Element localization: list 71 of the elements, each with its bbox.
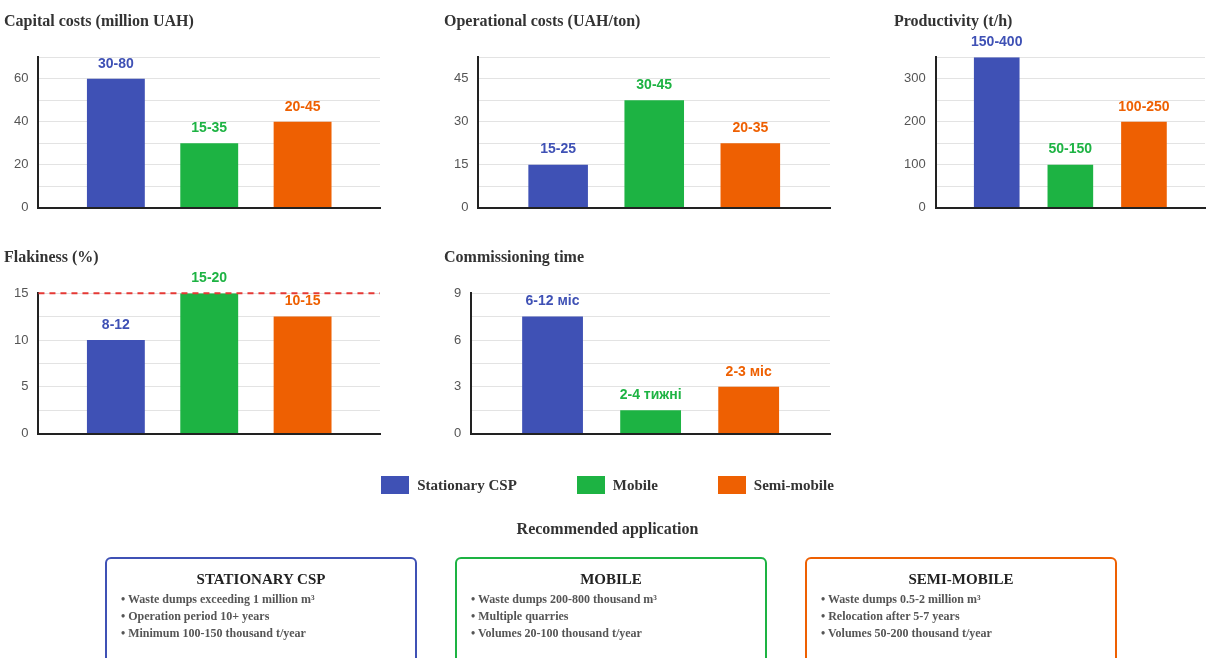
text: STATIONARY CSP [195, 571, 327, 588]
text: • Volumes 20-100 thousand t/year [471, 625, 643, 642]
text: • Minimum 100-150 thousand t/year [121, 625, 307, 642]
text: • Relocation after 5-7 years [821, 608, 961, 625]
text: • Waste dumps 200-800 thousand m³ [471, 591, 658, 608]
data-label: 6-12 міс [525, 292, 580, 309]
text: • Waste dumps 0.5-2 million m³ [821, 591, 982, 608]
text: • Waste dumps exceeding 1 million m³ [121, 591, 316, 608]
data-label: 100-250 [1118, 97, 1170, 114]
data-label: 15-35 [191, 119, 228, 135]
data-label: 20-45 [284, 97, 321, 114]
text: Recommended application [515, 520, 700, 538]
y-tick-label: 100 [903, 156, 926, 172]
y-tick-label: 6 [454, 331, 462, 347]
bar [620, 410, 682, 434]
y-tick-label: 15 [453, 156, 469, 172]
bar [1047, 164, 1094, 208]
y-tick-label: 15 [13, 284, 29, 300]
chart-title: Capital costs (million UAH) [4, 11, 194, 30]
y-tick-label: 200 [903, 113, 926, 129]
legend-label: Semi-mobile [753, 476, 834, 494]
y-tick-label: 20 [13, 156, 29, 172]
y-tick-label: 0 [454, 425, 462, 441]
y-tick-label: 3 [454, 378, 462, 394]
y-tick-label: 0 [21, 199, 29, 215]
chart-title: Commissioning time [444, 247, 584, 266]
bar [180, 143, 239, 208]
data-label: 15-20 [191, 269, 228, 286]
data-label: 150-400 [971, 33, 1023, 50]
text: • Multiple quarries [471, 608, 570, 625]
y-tick-label: 45 [453, 70, 469, 86]
data-label: 10-15 [284, 292, 321, 309]
data-label: 8-12 [101, 315, 131, 332]
data-label: 30-80 [97, 54, 134, 71]
y-tick-label: 60 [13, 70, 29, 86]
data-label: 50-150 [1048, 140, 1093, 157]
y-tick-label: 300 [903, 70, 926, 86]
data-label: 30-45 [636, 76, 673, 93]
bar [528, 164, 588, 208]
data-label: 15-25 [540, 140, 577, 157]
bar [522, 316, 583, 434]
data-label: 20-35 [732, 119, 769, 135]
bar [273, 316, 332, 434]
text: • Volumes 50-200 thousand t/year [821, 625, 993, 642]
y-tick-label: 5 [21, 378, 29, 394]
y-tick-label: 0 [21, 425, 29, 441]
bar [720, 143, 781, 208]
y-tick-label: 0 [461, 199, 469, 215]
chart-title: Operational costs (UAH/ton) [444, 11, 641, 30]
chart-title: Flakiness (%) [4, 247, 99, 266]
y-tick-label: 30 [453, 113, 469, 129]
text: MOBILE [579, 571, 643, 588]
bar [718, 386, 780, 434]
data-label: 2-3 міс [725, 362, 772, 379]
bar [86, 78, 145, 208]
y-tick-label: 40 [13, 113, 29, 129]
y-tick-label: 10 [13, 331, 29, 347]
bar [86, 340, 145, 434]
data-label: 2-4 тижні [619, 386, 682, 403]
legend-label: Mobile [612, 476, 658, 494]
bar [273, 121, 332, 208]
bar [1121, 121, 1167, 208]
chart-title: Productivity (t/h) [894, 11, 1013, 30]
bar [624, 100, 685, 208]
y-tick-label: 0 [918, 199, 926, 215]
text: SEMI-MOBILE [907, 571, 1015, 588]
text: • Operation period 10+ years [121, 608, 271, 625]
legend-label: Stationary CSP [417, 476, 517, 494]
y-tick-label: 9 [454, 284, 462, 300]
bar [180, 293, 239, 434]
bar [973, 57, 1020, 208]
